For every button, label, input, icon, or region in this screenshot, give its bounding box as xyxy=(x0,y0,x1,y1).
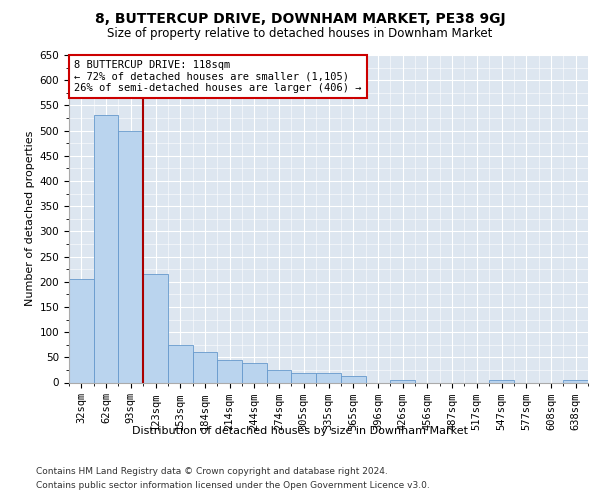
Bar xyxy=(316,374,341,382)
Bar xyxy=(168,344,193,383)
Bar xyxy=(193,352,217,382)
Text: 8, BUTTERCUP DRIVE, DOWNHAM MARKET, PE38 9GJ: 8, BUTTERCUP DRIVE, DOWNHAM MARKET, PE38… xyxy=(95,12,505,26)
Text: Size of property relative to detached houses in Downham Market: Size of property relative to detached ho… xyxy=(107,28,493,40)
Bar xyxy=(292,374,316,382)
Bar xyxy=(489,380,514,382)
Bar xyxy=(242,364,267,382)
Bar xyxy=(267,370,292,382)
Y-axis label: Number of detached properties: Number of detached properties xyxy=(25,131,35,306)
Text: Contains HM Land Registry data © Crown copyright and database right 2024.: Contains HM Land Registry data © Crown c… xyxy=(36,468,388,476)
Bar xyxy=(94,116,118,382)
Bar xyxy=(341,376,365,382)
Bar xyxy=(563,380,588,382)
Bar xyxy=(390,380,415,382)
Bar xyxy=(69,279,94,382)
Bar xyxy=(118,130,143,382)
Bar xyxy=(217,360,242,382)
Text: 8 BUTTERCUP DRIVE: 118sqm
← 72% of detached houses are smaller (1,105)
26% of se: 8 BUTTERCUP DRIVE: 118sqm ← 72% of detac… xyxy=(74,60,362,93)
Text: Contains public sector information licensed under the Open Government Licence v3: Contains public sector information licen… xyxy=(36,481,430,490)
Bar xyxy=(143,274,168,382)
Text: Distribution of detached houses by size in Downham Market: Distribution of detached houses by size … xyxy=(132,426,468,436)
